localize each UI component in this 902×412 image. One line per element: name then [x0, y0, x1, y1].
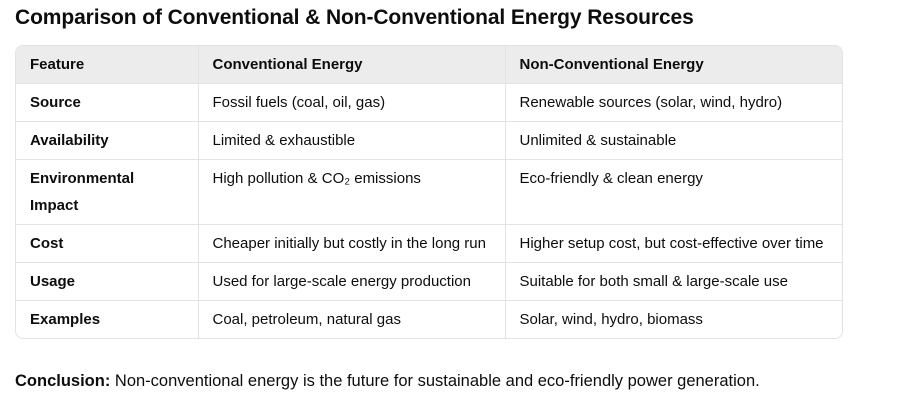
comparison-table: Feature Conventional Energy Non-Conventi… [15, 45, 843, 339]
conventional-cell: Fossil fuels (coal, oil, gas) [198, 83, 506, 122]
table-row: Examples Coal, petroleum, natural gas So… [16, 300, 842, 338]
feature-cell: Source [16, 83, 199, 122]
feature-cell: Cost [16, 224, 199, 263]
page-title: Comparison of Conventional & Non-Convent… [15, 6, 694, 29]
table-row: Environmental Impact High pollution & CO… [16, 159, 842, 225]
table-header-row: Feature Conventional Energy Non-Conventi… [16, 46, 842, 84]
feature-cell: Usage [16, 262, 199, 301]
conventional-cell: Limited & exhaustible [198, 121, 506, 160]
feature-cell: Availability [16, 121, 199, 160]
non-conventional-cell: Unlimited & sustainable [505, 121, 842, 160]
conclusion-text: Non-conventional energy is the future fo… [110, 372, 760, 390]
conventional-cell: Used for large-scale energy production [198, 262, 506, 301]
non-conventional-cell: Renewable sources (solar, wind, hydro) [505, 83, 842, 122]
header-non-conventional: Non-Conventional Energy [505, 46, 842, 84]
conclusion-label: Conclusion: [15, 372, 111, 390]
conventional-cell: Coal, petroleum, natural gas [198, 300, 506, 338]
non-conventional-cell: Higher setup cost, but cost-effective ov… [505, 224, 842, 263]
non-conventional-cell: Solar, wind, hydro, biomass [519, 311, 703, 328]
table-row: Availability Limited & exhaustible Unlim… [16, 121, 842, 160]
table-row: Cost Cheaper initially but costly in the… [16, 224, 842, 263]
feature-cell: Environmental Impact [16, 159, 199, 225]
header-feature: Feature [16, 46, 199, 84]
table-row: Usage Used for large-scale energy produc… [16, 262, 842, 301]
non-conventional-cell: Eco-friendly & clean energy [505, 159, 842, 225]
header-conventional: Conventional Energy [198, 46, 506, 84]
feature-cell: Examples [16, 300, 199, 338]
table-row: Source Fossil fuels (coal, oil, gas) Ren… [16, 83, 842, 122]
conventional-cell: Cheaper initially but costly in the long… [198, 224, 506, 263]
non-conventional-cell: Suitable for both small & large-scale us… [505, 262, 842, 301]
conclusion-paragraph: Conclusion: Non-conventional energy is t… [15, 372, 760, 391]
conventional-cell: High pollution & CO₂ emissions [198, 159, 506, 225]
